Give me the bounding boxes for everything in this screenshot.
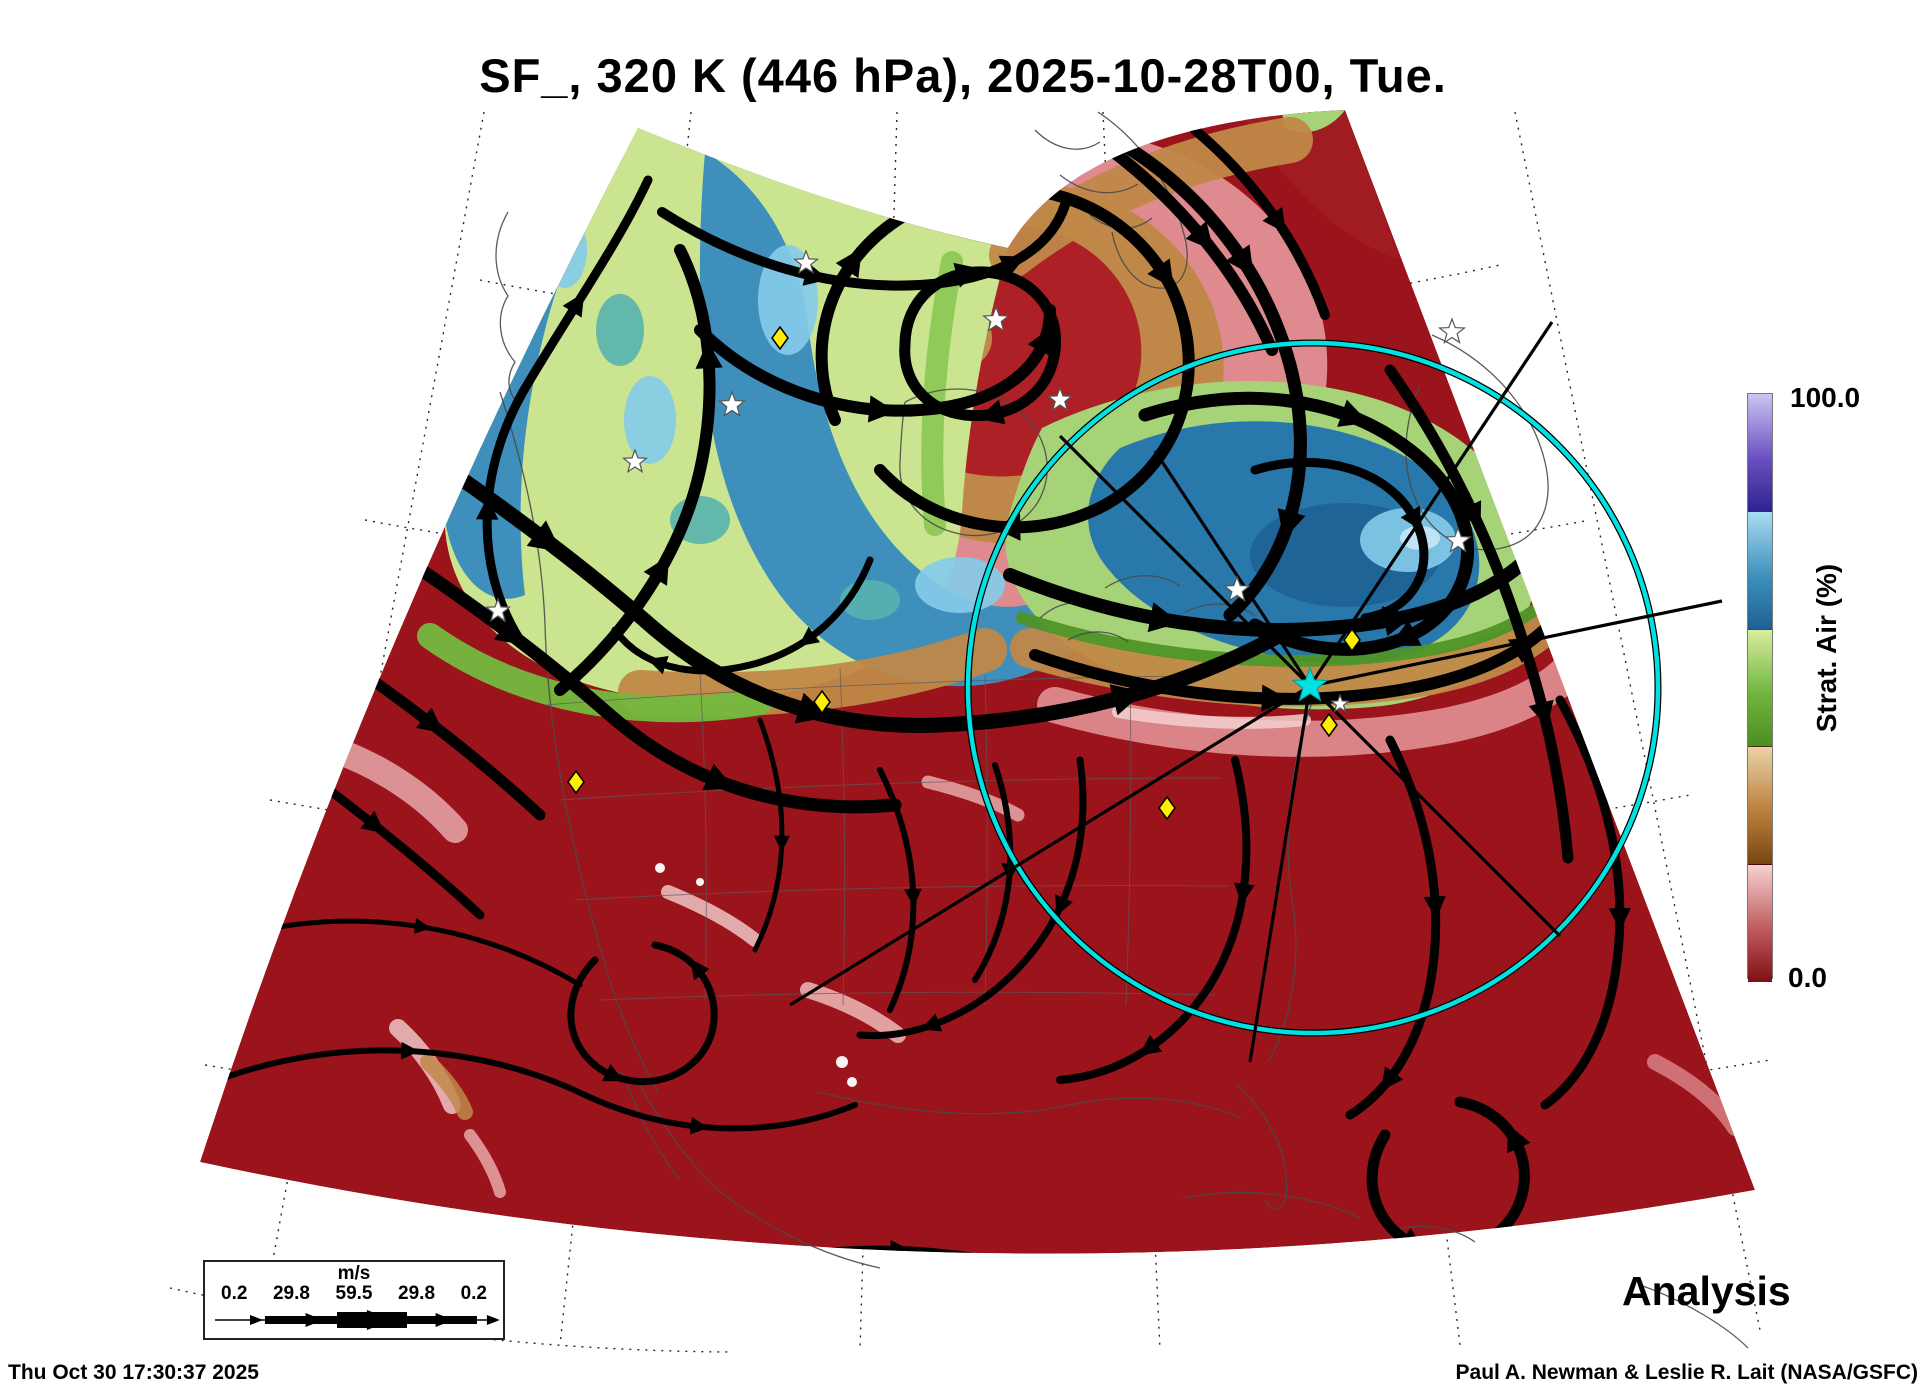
- site-diamond-icon: [1343, 627, 1361, 653]
- station-star-icon: [1046, 386, 1074, 412]
- colorbar-max-label: 100.0: [1790, 382, 1861, 413]
- colorbar-min-label: 0.0: [1788, 962, 1827, 993]
- station-star-icon: [1329, 693, 1351, 713]
- colorbar-segment: [1748, 628, 1772, 747]
- site-diamond-icon: [813, 689, 831, 715]
- tapered-arrow-glyph: [215, 1310, 499, 1330]
- colorbar-segment: [1748, 394, 1772, 511]
- wind-legend-value: 29.8: [398, 1283, 436, 1304]
- colorbar-title: Strat. Air (%): [1811, 563, 1842, 733]
- analysis-label: Analysis: [1622, 1268, 1791, 1314]
- timestamp: Thu Oct 30 17:30:37 2025: [8, 1361, 259, 1384]
- station-star-icon: [1222, 575, 1252, 602]
- site-diamond-icon: [567, 769, 585, 795]
- observer-star-icon: [1291, 666, 1329, 702]
- station-star-icon: [1443, 526, 1473, 553]
- station-star-icon: [981, 305, 1011, 332]
- wind-legend-values: 0.2 29.8 59.5 29.8 0.2: [205, 1284, 503, 1304]
- station-star-icon: [1437, 317, 1467, 344]
- site-diamond-icon: [771, 325, 789, 351]
- wind-legend-value: 59.5: [335, 1283, 373, 1304]
- site-diamond-icon: [1320, 712, 1338, 738]
- station-star-icon: [484, 597, 512, 623]
- credit: Paul A. Newman & Leslie R. Lait (NASA/GS…: [1455, 1361, 1918, 1384]
- wind-legend-value: 0.2: [221, 1283, 248, 1304]
- wind-legend-unit: m/s: [337, 1263, 371, 1284]
- station-star-icon: [792, 249, 820, 275]
- station-star-icon: [717, 390, 747, 417]
- wind-legend-value: 29.8: [272, 1283, 310, 1304]
- site-diamond-icon: [1158, 795, 1176, 821]
- colorbar-segment: [1748, 864, 1772, 982]
- wind-legend-value: 0.2: [460, 1283, 487, 1304]
- colorbar-segment: [1748, 746, 1772, 865]
- wind-speed-legend: m/s 0.2 29.8 59.5 29.8 0.2: [203, 1260, 505, 1340]
- colorbar-segment: [1748, 510, 1772, 629]
- page-title: SF_, 320 K (446 hPa), 2025-10-28T00, Tue…: [479, 49, 1447, 102]
- colorbar: [1747, 393, 1773, 982]
- station-star-icon: [621, 448, 649, 474]
